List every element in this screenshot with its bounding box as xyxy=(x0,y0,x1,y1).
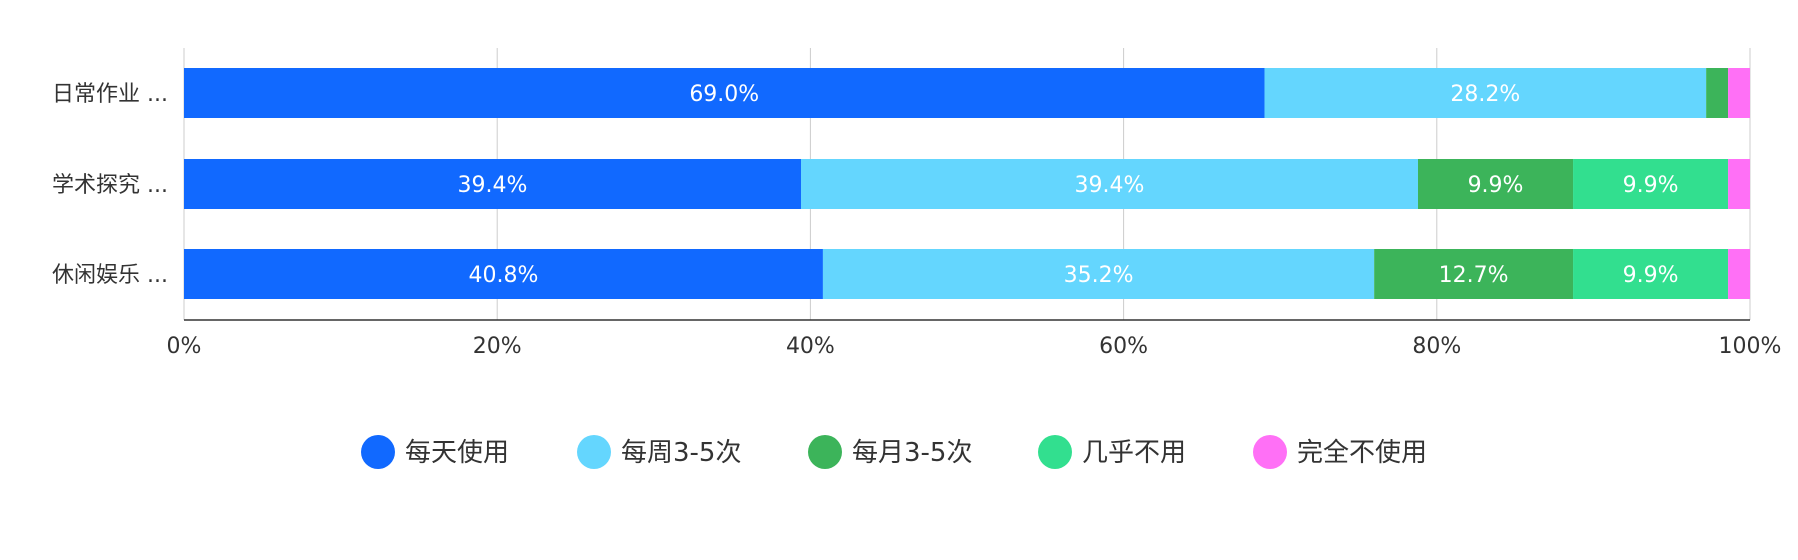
legend-item: 完全不使用 xyxy=(1253,435,1427,469)
x-tick-label: 40% xyxy=(786,334,835,359)
bar-segment xyxy=(184,159,802,209)
legend-label: 每周3-5次 xyxy=(621,438,741,468)
bar-segment xyxy=(801,159,1419,209)
x-tick-label: 0% xyxy=(167,334,202,359)
bar-segment xyxy=(1573,249,1729,299)
legend-item: 每月3-5次 xyxy=(808,435,972,469)
bar-segment xyxy=(1728,249,1750,299)
bar-segment xyxy=(1573,159,1729,209)
legend-label: 几乎不用 xyxy=(1082,438,1186,468)
bar-segment xyxy=(184,249,823,299)
bar-segment xyxy=(822,249,1375,299)
x-tick-label: 80% xyxy=(1412,334,1461,359)
bar-value-label: 12.7% xyxy=(1439,263,1509,288)
category-label: 学术探究 ... xyxy=(52,173,168,198)
legend-swatch xyxy=(577,435,611,469)
legend-label: 每天使用 xyxy=(405,438,509,468)
bar-value-label: 40.8% xyxy=(469,263,539,288)
bar-segment xyxy=(184,68,1265,118)
bar-segment xyxy=(1264,68,1707,118)
bars: 69.0% 28.2% 39.4% 39.4% 9.9% 9.9% 40.8% 35.2% 12… xyxy=(184,68,1750,299)
x-tick-label: 60% xyxy=(1099,334,1148,359)
bar-segment xyxy=(1418,159,1574,209)
legend-label: 完全不使用 xyxy=(1297,438,1427,468)
bar-value-label: 35.2% xyxy=(1064,263,1134,288)
bar-value-label: 9.9% xyxy=(1623,263,1679,288)
x-tick-label: 20% xyxy=(473,334,522,359)
legend-item: 几乎不用 xyxy=(1038,435,1186,469)
bar-value-label: 28.2% xyxy=(1450,82,1520,107)
x-tick-label: 100% xyxy=(1719,334,1782,359)
legend-label: 每月3-5次 xyxy=(852,438,972,468)
legend-swatch xyxy=(1253,435,1287,469)
bar-segment xyxy=(1728,68,1750,118)
bar-segment xyxy=(1728,159,1750,209)
category-labels: 日常作业 ... 学术探究 ... 休闲娱乐 ... xyxy=(52,82,168,288)
legend-swatch xyxy=(808,435,842,469)
bar-segment xyxy=(1374,249,1574,299)
legend-item: 每周3-5次 xyxy=(577,435,741,469)
category-label: 休闲娱乐 ... xyxy=(52,263,168,288)
x-axis: 0% 20% 40% 60% 80% 100% xyxy=(167,319,1782,359)
category-label: 日常作业 ... xyxy=(52,82,168,107)
bar-segment xyxy=(1706,68,1729,118)
legend-swatch xyxy=(361,435,395,469)
bar-value-label: 9.9% xyxy=(1623,173,1679,198)
legend-swatch xyxy=(1038,435,1072,469)
legend-item: 每天使用 xyxy=(361,435,509,469)
bar-value-label: 69.0% xyxy=(689,82,759,107)
bar-value-label: 9.9% xyxy=(1468,173,1524,198)
bar-value-label: 39.4% xyxy=(458,173,528,198)
bar-value-label: 39.4% xyxy=(1075,173,1145,198)
legend: 每天使用 每周3-5次 每月3-5次 几乎不用 完全不使用 xyxy=(361,435,1427,469)
